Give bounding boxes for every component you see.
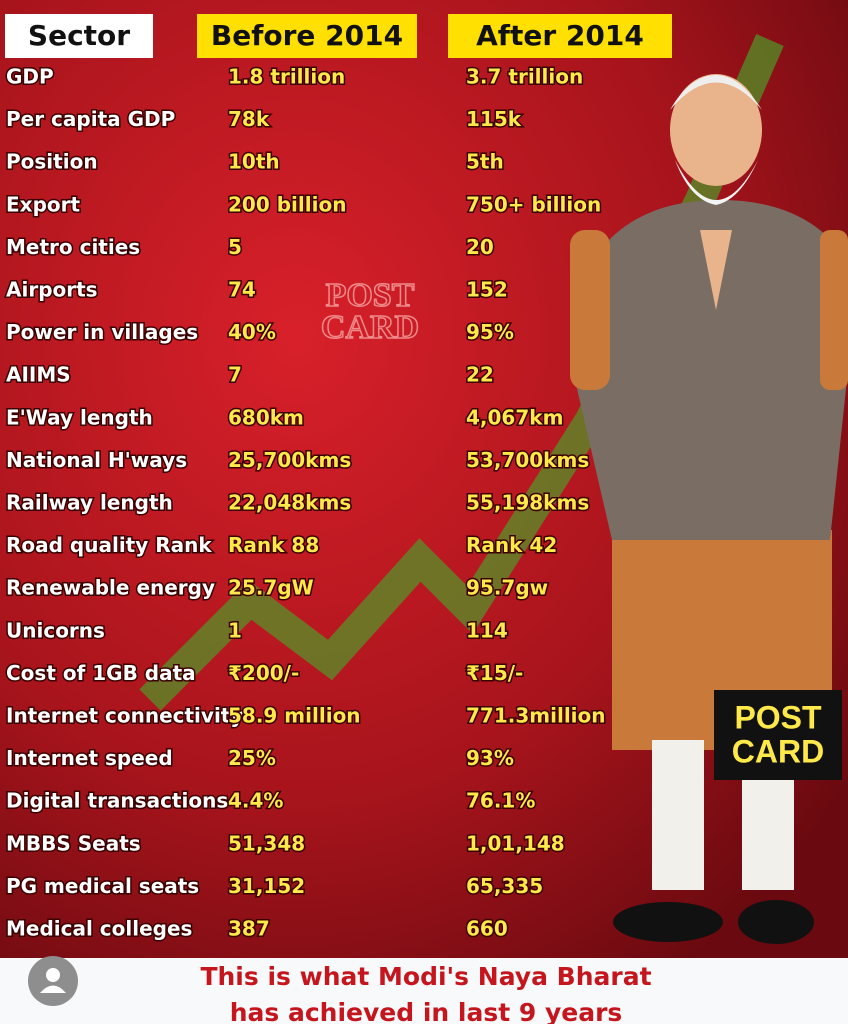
before-value: 25% — [228, 746, 276, 770]
header-before: Before 2014 — [211, 19, 403, 52]
before-value: Rank 88 — [228, 533, 319, 557]
logo-text: POST — [734, 699, 822, 735]
after-value: 114 — [466, 618, 508, 642]
watermark: POST — [326, 277, 415, 314]
before-value: 5 — [228, 235, 242, 259]
after-value: 95% — [466, 320, 514, 344]
sector-label: Renewable energy — [6, 576, 215, 600]
sector-label: AIIMS — [6, 363, 71, 387]
after-value: 53,700kms — [466, 448, 589, 472]
after-value: 20 — [466, 235, 494, 259]
sector-label: Medical colleges — [6, 917, 192, 941]
before-value: 680km — [228, 405, 304, 429]
table: GDP 1.8 trillion 3.7 trillion Per capita GD… — [5, 63, 608, 942]
after-value: 22 — [466, 363, 494, 387]
after-value: 3.7 trillion — [466, 65, 583, 89]
before-value: 4.4% — [228, 789, 283, 813]
footer-band — [0, 958, 848, 1024]
sector-label: Digital transactions — [6, 789, 228, 813]
after-value: 660 — [466, 917, 508, 941]
header-sector: Sector — [28, 19, 130, 52]
after-value: ₹15/- — [466, 661, 523, 685]
before-value: 10th — [228, 150, 280, 174]
sector-label: Power in villages — [6, 320, 198, 344]
sector-label: Position — [6, 150, 98, 174]
sector-label: National H'ways — [6, 448, 187, 472]
before-value: 25,700kms — [228, 448, 351, 472]
before-value: ₹200/- — [228, 661, 299, 685]
after-value: 750+ billion — [466, 192, 601, 216]
header-box — [5, 14, 153, 58]
before-value: 74 — [228, 278, 256, 302]
logo-box — [714, 690, 842, 780]
sector-label: Internet connectivity — [6, 704, 243, 728]
sector-label: Cost of 1GB data — [6, 661, 196, 685]
avatar-icon — [46, 968, 60, 982]
after-value: 76.1% — [466, 789, 535, 813]
after-value: 4,067km — [466, 405, 563, 429]
sector-label: MBBS Seats — [6, 831, 141, 855]
before-value: 200 billion — [228, 192, 346, 216]
header-after: After 2014 — [476, 19, 644, 52]
sector-label: Internet speed — [6, 746, 173, 770]
sector-label: PG medical seats — [6, 874, 199, 898]
before-value: 22,048kms — [228, 491, 351, 515]
footer-text: This is what Modi's Naya Bharat — [200, 962, 651, 991]
after-value: 115k — [466, 107, 522, 131]
after-value: 152 — [466, 278, 508, 302]
before-value: 78k — [228, 107, 270, 131]
after-value: 93% — [466, 746, 514, 770]
sector-label: Road quality Rank — [6, 533, 212, 557]
before-value: 1.8 trillion — [228, 65, 345, 89]
header-box — [197, 14, 417, 58]
before-value: 40% — [228, 320, 276, 344]
before-value: 7 — [228, 363, 242, 387]
after-value: 771.3million — [466, 704, 606, 728]
sector-label: Metro cities — [6, 235, 140, 259]
after-value: 55,198kms — [466, 491, 589, 515]
after-value: 1,01,148 — [466, 831, 565, 855]
after-value: 95.7gw — [466, 576, 548, 600]
sector-label: E'Way length — [6, 405, 153, 429]
sector-label: Per capita GDP — [6, 107, 175, 131]
avatar-icon — [40, 985, 66, 993]
before-value: 51,348 — [228, 831, 305, 855]
before-value: 1 — [228, 618, 242, 642]
after-value: Rank 42 — [466, 533, 557, 557]
before-value: 58.9 million — [228, 704, 361, 728]
before-value: 31,152 — [228, 874, 305, 898]
before-value: 387 — [228, 917, 270, 941]
sector-label: Railway length — [6, 491, 173, 515]
watermark: CARD — [321, 309, 419, 346]
sector-label: Unicorns — [6, 618, 105, 642]
sector-label: Export — [6, 192, 80, 216]
after-value: 5th — [466, 150, 504, 174]
after-value: 65,335 — [466, 874, 543, 898]
logo-text: CARD — [732, 733, 824, 769]
before-value: 25.7gW — [228, 576, 314, 600]
header-box — [448, 14, 672, 58]
sector-label: GDP — [6, 65, 54, 89]
footer-text: has achieved in last 9 years — [230, 998, 623, 1024]
sector-label: Airports — [6, 278, 98, 302]
